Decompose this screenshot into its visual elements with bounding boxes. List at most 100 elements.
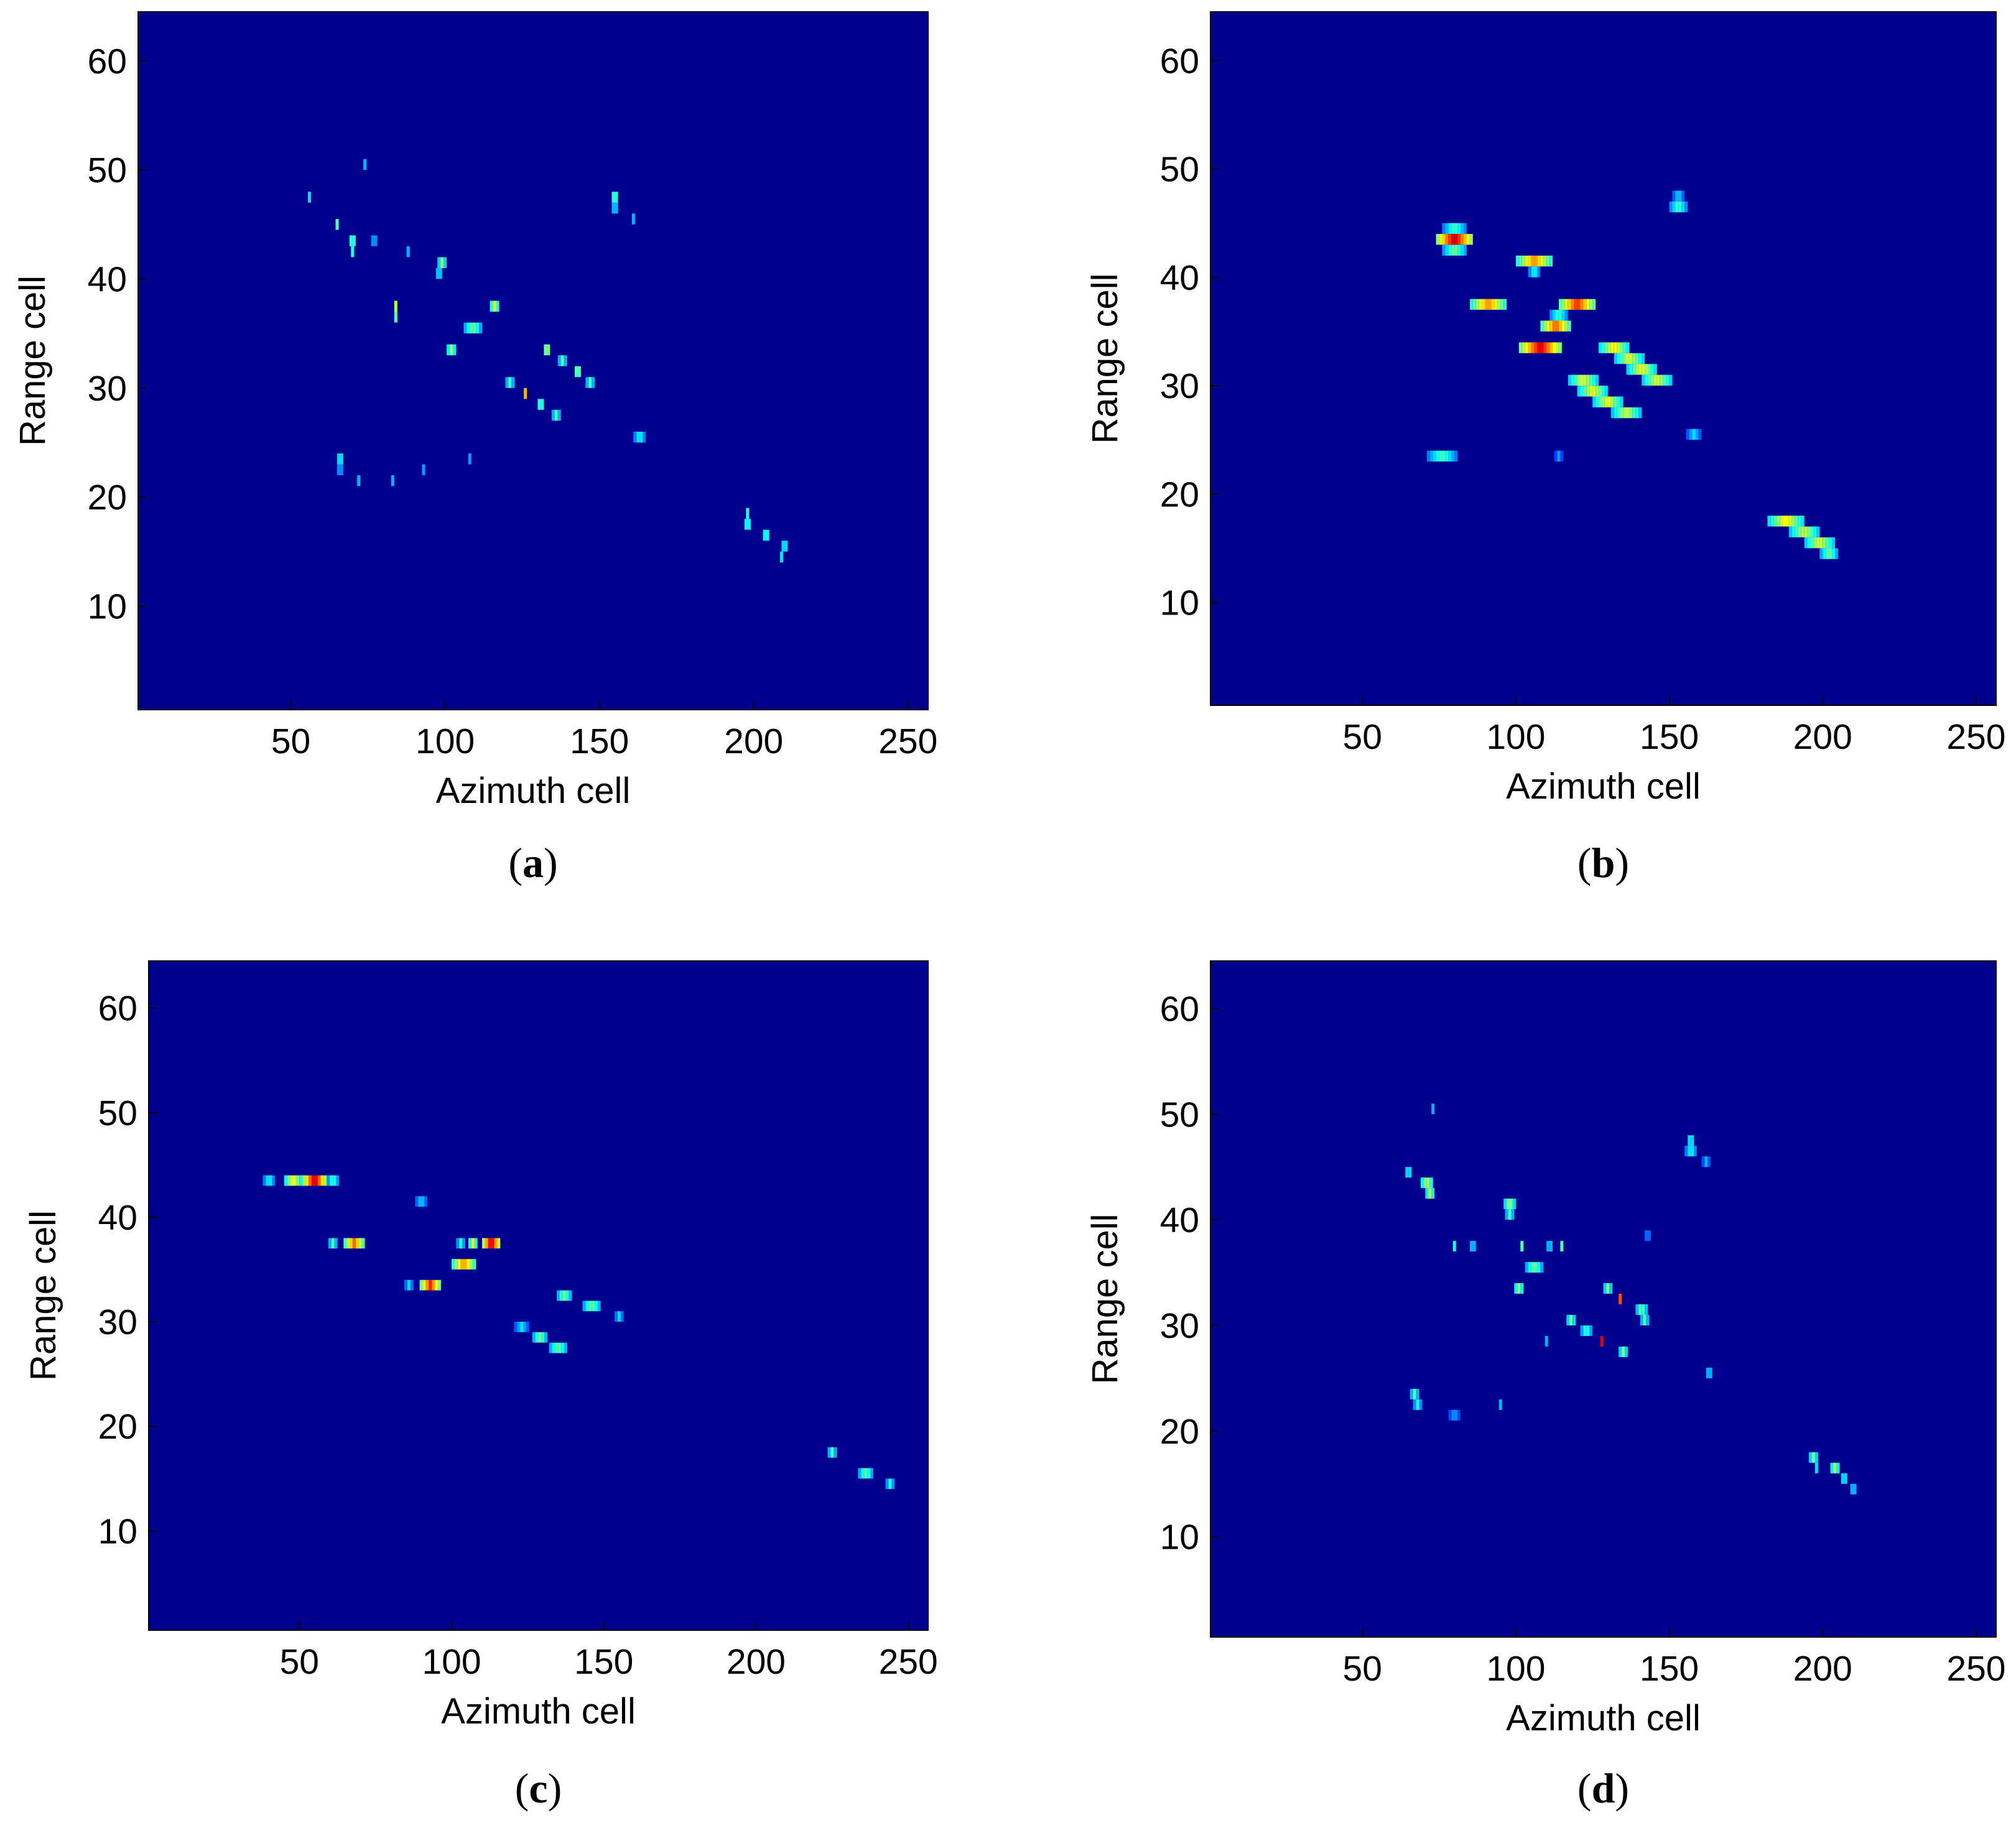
heat-cell [1514,1283,1518,1294]
heat-cell [870,1468,873,1479]
heat-cell [1686,429,1689,440]
heat-cell [432,1279,435,1291]
heat-cell [1583,386,1587,397]
heat-cell [1534,266,1538,277]
heat-cell [1537,342,1541,353]
heat-cell [1451,1409,1455,1421]
heat-cell [355,1238,359,1249]
y-tick-label: 40 [1160,1200,1199,1240]
heat-cell [470,1259,473,1269]
heat-cell [1669,201,1673,213]
heat-cell [337,453,340,465]
heat-cell [311,1175,315,1186]
y-tick-label: 20 [88,478,127,517]
y-tick-label: 60 [1160,989,1199,1029]
heat-cell [1531,1262,1535,1273]
heat-cell [555,1342,559,1353]
heat-cell [559,1290,563,1301]
heat-cell [1642,364,1645,375]
heat-cell [1583,299,1587,310]
y-tick-label: 60 [1160,41,1199,81]
heat-cell [617,1311,621,1322]
axes-frame [137,11,929,710]
heat-cell [1500,299,1504,310]
heat-cell [1850,1483,1854,1495]
heat-cell [888,1478,892,1489]
heat-cell [1605,342,1608,353]
heat-cell [1603,1283,1607,1294]
heat-cell [1651,364,1654,375]
heat-cell [1626,407,1630,419]
heat-cell [450,344,453,356]
heat-cell [1812,1452,1815,1463]
heat-cell [1556,310,1559,321]
y-tick-label: 50 [1160,150,1199,190]
heat-cell [537,399,541,410]
heat-cell [1464,244,1467,256]
heat-cell [1592,299,1596,310]
y-tick-label: 30 [98,1302,137,1342]
x-tick-label: 200 [727,1642,786,1682]
heat-cell [1543,342,1547,353]
heat-cell [1580,1325,1584,1336]
heat-cell [467,322,470,334]
heat-cell [1442,234,1446,245]
heat-cell [337,464,340,475]
heat-cell [577,366,581,378]
heat-cell [1540,1262,1544,1273]
heat-cell [1645,1304,1648,1315]
heat-cell [1515,256,1519,267]
heat-cell [456,1238,460,1249]
heat-cell [1602,386,1605,397]
heat-cell [1559,299,1562,310]
heat-cell [885,1478,889,1489]
y-tick-label: 50 [1160,1095,1199,1134]
heat-cell [1691,1146,1694,1157]
heat-cell [1416,1388,1419,1399]
y-axis-label: Range cell [1085,273,1125,443]
heat-cell [422,464,425,475]
heat-cell [391,475,394,486]
x-tick-label: 200 [1793,1649,1852,1689]
heat-cell [435,268,439,279]
heat-cell [1640,1315,1643,1325]
heat-cell [1405,1167,1409,1178]
heat-cell [1832,548,1835,559]
plot-area [1210,961,1996,1637]
heat-cell [266,1175,269,1186]
heat-cell [1410,1388,1413,1399]
heat-cell [1807,537,1811,549]
heat-cell [1577,299,1581,310]
heat-cell [1448,223,1452,234]
heat-cell [1534,1262,1538,1273]
x-tick-label: 50 [271,721,310,761]
heat-cell [1823,548,1826,559]
heat-cell [1469,299,1473,310]
heat-cell [299,1175,303,1186]
heat-cell [1617,407,1620,419]
heat-cell [1596,386,1599,397]
heat-cell [1619,1346,1622,1357]
heat-cell [284,1175,287,1186]
heat-cell [1546,1241,1550,1252]
heat-cell [1853,1483,1857,1495]
heat-cell [1549,1241,1553,1252]
panel-label: (a) [508,839,557,886]
heat-cell [615,192,618,203]
heat-cell [564,1342,567,1353]
heat-cell [524,387,527,399]
heat-cell [404,1279,407,1291]
heat-cell [1457,223,1461,234]
heat-cell [1485,299,1489,310]
x-tick-label: 150 [1640,1649,1699,1689]
heat-cell [496,300,499,312]
heat-cell [1605,386,1608,397]
heat-cell [327,1175,330,1186]
heat-cell [468,1238,471,1249]
heat-cell [346,1238,350,1249]
heat-cell [511,377,515,388]
heat-cell [334,1238,338,1249]
heat-cell [1577,386,1581,397]
heat-cell [1620,407,1623,419]
heat-cell [1442,244,1446,256]
